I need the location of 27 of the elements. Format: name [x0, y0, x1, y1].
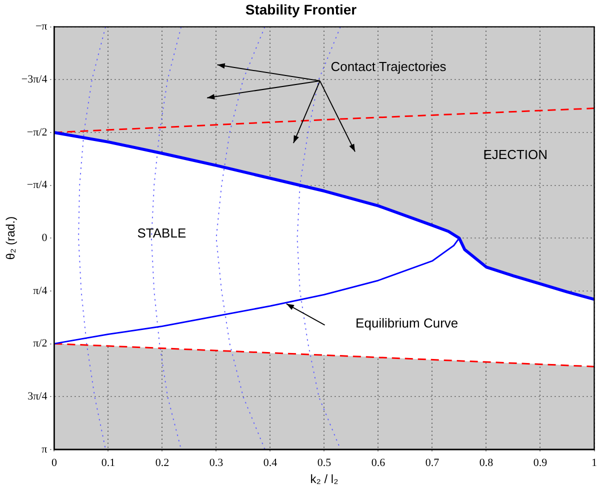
y-tick-label: 0 — [42, 232, 48, 244]
x-axis-title: k₂ / l₂ — [310, 472, 339, 486]
annotation: Contact Trajectories — [330, 58, 447, 74]
x-tick-label: 0.5 — [317, 456, 332, 469]
x-tick-label: 0.4 — [263, 456, 278, 469]
y-axis-title: θ₂ (rad.) — [4, 216, 18, 260]
x-tick-label: 1 — [592, 456, 597, 469]
y-tick-label: 3π/4 — [28, 390, 48, 402]
y-tick-label: −3π/4 — [21, 74, 48, 86]
y-tick-label: π — [42, 443, 48, 456]
y-tick-label: π/2 — [33, 338, 48, 350]
x-tick-label: 0.2 — [155, 456, 170, 469]
y-tick-label: π/4 — [33, 284, 48, 297]
x-tick-label: 0.8 — [479, 456, 494, 469]
x-tick-label: 0 — [51, 456, 58, 469]
y-tick-label: −π/2 — [26, 126, 48, 138]
x-tick-label: 0.6 — [371, 456, 386, 469]
x-tick-label: 0.9 — [533, 456, 548, 469]
x-tick-label: 0.1 — [101, 456, 116, 469]
annotation: EJECTION — [483, 146, 548, 162]
annotation: STABLE — [137, 225, 186, 240]
y-tick-label: −π — [35, 20, 48, 33]
y-tick-label: −π/4 — [26, 179, 48, 192]
chart-title: Stability Frontier — [245, 1, 358, 18]
annotation: Equilibrium Curve — [356, 315, 458, 330]
x-tick-label: 0.7 — [425, 456, 440, 469]
x-tick-label: 0.3 — [209, 456, 224, 469]
